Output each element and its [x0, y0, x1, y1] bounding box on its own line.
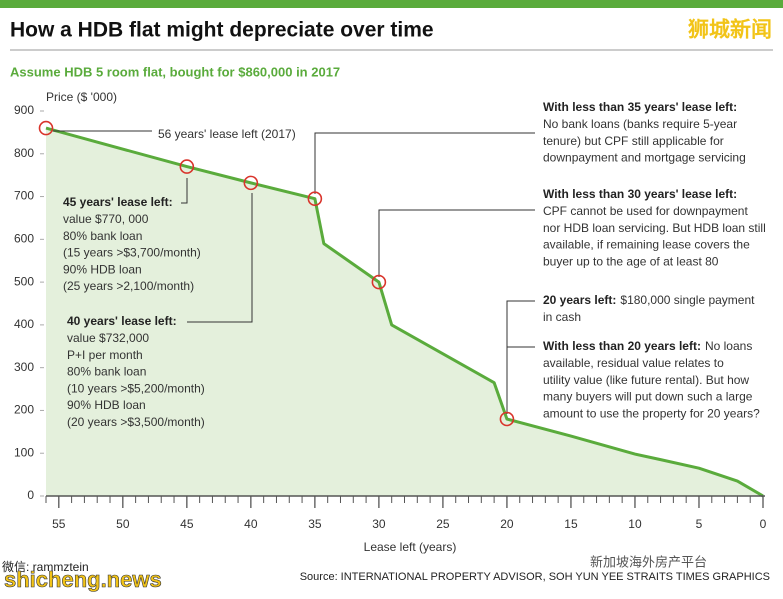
chart-title: How a HDB flat might depreciate over tim… — [10, 19, 434, 42]
area — [46, 128, 763, 496]
y-tick-label: 300 — [14, 360, 34, 374]
annotation-line: P+I per month — [67, 348, 143, 362]
annotation-line: CPF cannot be used for downpayment — [543, 204, 748, 218]
y-tick-label: 900 — [14, 103, 34, 117]
annotation: 40 years' lease left: — [67, 314, 177, 328]
x-tick-label: 15 — [564, 517, 578, 531]
x-tick-label: 55 — [52, 517, 66, 531]
leader-line — [506, 300, 535, 414]
annotation-line: value $770, 000 — [63, 212, 149, 226]
y-tick-label: 600 — [14, 232, 34, 246]
x-tick-label: 35 — [308, 517, 322, 531]
annotation-heading: With less than 20 years left: — [543, 339, 701, 353]
x-tick-label: 5 — [696, 517, 703, 531]
marker — [38, 120, 54, 136]
annotation-line: many buyers will put down such a large — [543, 390, 753, 404]
annotation-text: $180,000 single payment — [620, 293, 755, 307]
x-tick-label: 45 — [180, 517, 194, 531]
annotation-line: buyer up to the age of at least 80 — [543, 254, 719, 268]
watermark: 狮城新闻 — [688, 18, 772, 42]
annotation-line: available, if remaining lease covers the — [543, 238, 750, 252]
y-tick-label: 700 — [14, 189, 34, 203]
marker — [371, 274, 387, 290]
y-tick-label: 0 — [27, 488, 34, 502]
y-tick-label: 100 — [14, 445, 34, 459]
marker — [243, 175, 259, 191]
annotation-text: 56 years' lease left (2017) — [158, 127, 296, 141]
annotation-line: downpayment and mortgage servicing — [543, 151, 746, 165]
y-tick-label: 400 — [14, 317, 34, 331]
annotation-line: utility value (like future rental). But … — [543, 373, 749, 387]
annotation-line: nor HDB loan servicing. But HDB loan sti… — [543, 221, 766, 235]
annotation: 20 years left: $180,000 single payment — [543, 293, 755, 307]
annotation-text: No loans — [705, 339, 752, 353]
annotation-heading: With less than 35 years' lease left: — [543, 100, 737, 114]
annotation-line: 80% bank loan — [67, 365, 146, 379]
x-axis-label: Lease left (years) — [364, 540, 457, 554]
annotation-line: (15 years >$3,700/month) — [63, 246, 201, 260]
annotation-line: value $732,000 — [67, 331, 149, 345]
marker — [179, 159, 195, 174]
leader-line — [378, 209, 535, 277]
marker — [307, 191, 323, 206]
x-tick-label: 0 — [760, 517, 767, 531]
annotation-line: amount to use the property for 20 years? — [543, 406, 760, 420]
y-tick-label: 800 — [14, 146, 34, 160]
line — [45, 126, 764, 498]
annotation: 45 years' lease left: — [63, 195, 173, 209]
annotation-line: (10 years >$5,200/month) — [67, 381, 205, 395]
chart-subtitle: Assume HDB 5 room flat, bought for $860,… — [10, 64, 340, 79]
marker — [499, 411, 515, 427]
watermark: 微信: rammztein — [2, 560, 89, 574]
y-tick-label: 500 — [14, 274, 34, 288]
source: Source: INTERNATIONAL PROPERTY ADVISOR, … — [300, 571, 770, 583]
annotation-heading: With less than 30 years' lease left: — [543, 187, 737, 201]
annotation: With less than 35 years' lease left: — [543, 100, 737, 114]
y-tick-label: 200 — [14, 403, 34, 417]
leader-line — [181, 178, 188, 204]
annotation-line: No bank loans (banks require 5-year — [543, 117, 737, 131]
annotation-line: 80% bank loan — [63, 229, 142, 243]
x-tick-label: 30 — [372, 517, 386, 531]
annotation: 56 years' lease left (2017) — [158, 127, 296, 141]
annotation-line: (25 years >2,100/month) — [63, 279, 194, 293]
y-axis-label: Price ($ '000) — [46, 90, 117, 104]
annotation-line: 90% HDB loan — [63, 262, 142, 276]
x-tick-label: 20 — [500, 517, 514, 531]
annotation: With less than 20 years left: No loans — [543, 339, 752, 353]
top-bar — [0, 0, 783, 8]
watermark: 新加坡海外房产平台 — [590, 554, 707, 569]
x-tick-label: 25 — [436, 517, 450, 531]
annotation: With less than 30 years' lease left: — [543, 187, 737, 201]
watermark: shicheng.news — [4, 567, 162, 592]
leader-line — [314, 132, 535, 194]
annotation-line: available, residual value relates to — [543, 356, 724, 370]
annotation-line: 90% HDB loan — [67, 398, 146, 412]
x-tick-label: 50 — [116, 517, 130, 531]
x-tick-label: 40 — [244, 517, 258, 531]
annotation-line: in cash — [543, 310, 581, 324]
annotation-line: (20 years >$3,500/month) — [67, 415, 205, 429]
annotation-heading: 40 years' lease left: — [67, 314, 177, 328]
leader-line — [187, 193, 253, 323]
annotation-line: tenure) but CPF still applicable for — [543, 134, 724, 148]
annotation-heading: 20 years left: — [543, 293, 616, 307]
x-tick-label: 10 — [628, 517, 642, 531]
annotation-heading: 45 years' lease left: — [63, 195, 173, 209]
